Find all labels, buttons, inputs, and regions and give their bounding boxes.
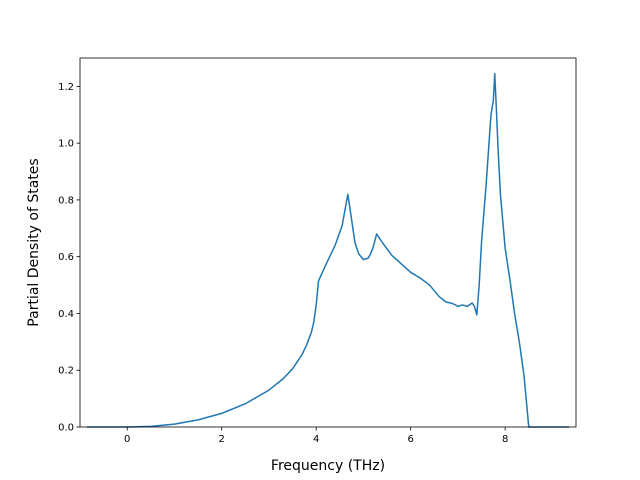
axes-frame [79, 57, 577, 428]
y-tick-label: 0.2 [58, 366, 74, 377]
x-tick-label: 4 [313, 434, 319, 445]
y-axis-title: Partial Density of States [26, 158, 42, 326]
pdos-line-0 [87, 72, 569, 428]
x-tick-label: 6 [407, 434, 413, 445]
y-tick-label: 1.2 [58, 82, 74, 93]
x-tick-label: 0 [124, 434, 130, 445]
y-tick-label: 0.8 [58, 195, 74, 206]
axis-ticks: 0 2 4 6 8 0.0 0.2 0.4 0.6 0.8 1.0 1.2 [58, 82, 508, 445]
x-tick-label: 8 [502, 434, 508, 445]
plot-area [87, 72, 569, 428]
x-axis-title: Frequency (THz) [271, 458, 385, 474]
y-tick-label: 0.6 [58, 252, 74, 263]
y-tick-label: 0.4 [58, 309, 74, 320]
y-tick-label: 0.0 [58, 423, 74, 434]
x-tick-label: 2 [219, 434, 225, 445]
y-tick-label: 1.0 [58, 139, 74, 150]
